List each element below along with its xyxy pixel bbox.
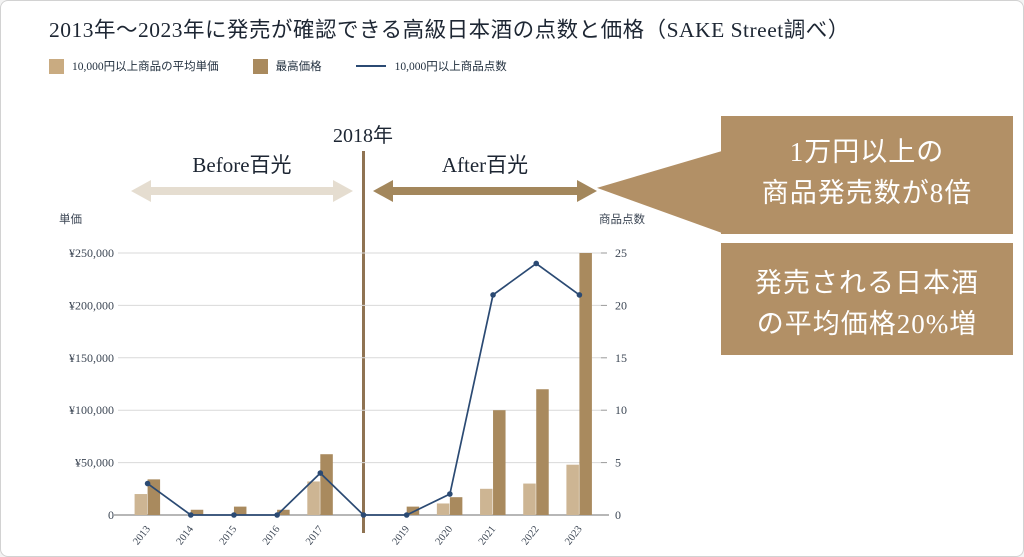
before-era-label: Before百光 — [192, 153, 292, 177]
svg-text:¥200,000: ¥200,000 — [69, 298, 114, 312]
legend-label: 10,000円以上商品点数 — [394, 61, 507, 73]
before-era-arrow-icon — [131, 180, 353, 202]
svg-text:2014: 2014 — [175, 523, 197, 547]
svg-text:2017: 2017 — [304, 524, 326, 547]
svg-text:2021: 2021 — [477, 524, 499, 547]
left-axis-caption: 単価 — [59, 214, 82, 226]
svg-text:2019: 2019 — [390, 524, 412, 547]
legend-item-max-price: 最高価格 — [252, 58, 322, 74]
svg-text:2020: 2020 — [434, 524, 456, 547]
svg-text:¥50,000: ¥50,000 — [75, 456, 114, 470]
chart-title: 2013年〜2023年に発売が確認できる高級日本酒の点数と価格（SAKE Str… — [49, 18, 850, 42]
divider-line-2018 — [362, 151, 365, 533]
price-count-chart: 2520151050¥250,000¥200,000¥150,000¥100,0… — [69, 246, 627, 547]
max-price-swatch-icon — [252, 58, 268, 74]
svg-text:20: 20 — [615, 298, 627, 312]
svg-text:¥150,000: ¥150,000 — [69, 351, 114, 365]
callout-text: の平均価格20%増 — [756, 309, 978, 339]
svg-text:2016: 2016 — [261, 524, 283, 547]
callout-text: 発売される日本酒 — [755, 268, 979, 298]
svg-text:25: 25 — [615, 246, 627, 260]
legend-item-product-count: 10,000円以上商品点数 — [355, 58, 507, 74]
legend-item-avg-price: 10,000円以上商品の平均単価 — [49, 58, 219, 74]
callout-price-increase: 発売される日本酒 の平均価格20%増 — [721, 243, 1013, 355]
svg-text:2023: 2023 — [563, 524, 585, 547]
callout-text: 1万円以上の — [789, 137, 945, 167]
svg-text:2015: 2015 — [218, 524, 240, 547]
legend-label: 最高価格 — [275, 61, 322, 73]
callout-text: 商品発売数が8倍 — [761, 178, 973, 208]
callout-count-increase: 1万円以上の 商品発売数が8倍 — [721, 116, 1013, 234]
svg-text:0: 0 — [108, 508, 114, 522]
svg-text:2022: 2022 — [520, 524, 542, 547]
count-line-swatch-icon — [355, 65, 386, 67]
svg-text:15: 15 — [615, 351, 627, 365]
avg-price-swatch-icon — [49, 58, 64, 74]
legend-label: 10,000円以上商品の平均単価 — [72, 61, 219, 73]
right-axis-caption: 商品点数 — [599, 214, 645, 226]
after-era-label: After百光 — [441, 153, 529, 177]
svg-text:2013: 2013 — [131, 524, 153, 547]
svg-text:10: 10 — [615, 403, 627, 417]
after-era-arrow-icon — [373, 180, 597, 202]
svg-text:0: 0 — [615, 508, 621, 522]
divider-year-label: 2018年 — [333, 125, 393, 147]
svg-text:¥250,000: ¥250,000 — [69, 246, 114, 260]
legend: 10,000円以上商品の平均単価 最高価格 10,000円以上商品点数 — [49, 58, 507, 74]
svg-text:¥100,000: ¥100,000 — [69, 403, 114, 417]
svg-text:5: 5 — [615, 456, 621, 470]
